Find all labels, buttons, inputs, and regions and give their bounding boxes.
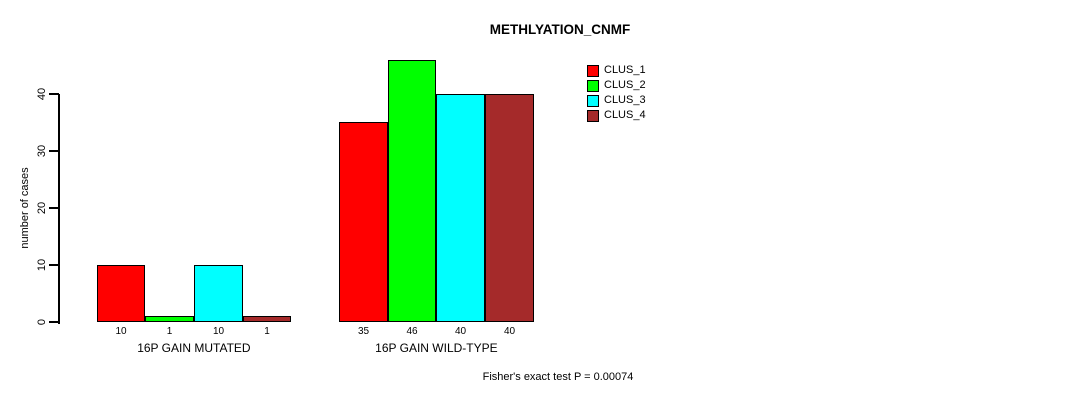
bar-value-label: 35 xyxy=(357,326,370,337)
bar-clus_4-group2 xyxy=(485,94,534,322)
bar-value-label: 40 xyxy=(454,326,467,337)
bar-clus_2-group1 xyxy=(145,316,194,322)
y-tick xyxy=(49,150,59,152)
bar-value-label: 10 xyxy=(115,326,127,337)
bar-clus_1-group2 xyxy=(339,122,388,322)
chart-title: METHLYATION_CNMF xyxy=(489,22,631,37)
y-tick-label: 30 xyxy=(36,144,48,158)
bar-clus_4-group1 xyxy=(243,316,291,322)
legend-swatch-clus_2 xyxy=(587,80,599,92)
category-label: 16P GAIN MUTATED xyxy=(137,341,251,355)
category-label: 16P GAIN WILD-TYPE xyxy=(375,341,498,355)
stat-test-note: Fisher's exact test P = 0.00074 xyxy=(482,371,634,383)
bar-value-label: 10 xyxy=(212,326,225,337)
legend-label: CLUS_2 xyxy=(604,79,646,91)
legend-swatch-clus_3 xyxy=(587,95,599,107)
legend-swatch-clus_1 xyxy=(587,65,599,77)
bar-value-label: 46 xyxy=(406,326,418,337)
legend-swatch-clus_4 xyxy=(587,110,599,122)
bar-clus_2-group2 xyxy=(388,60,436,322)
y-tick xyxy=(49,321,59,323)
y-tick-label: 0 xyxy=(36,318,48,326)
bar-clus_3-group1 xyxy=(194,265,243,322)
bar-clus_1-group1 xyxy=(97,265,145,322)
y-tick-label: 20 xyxy=(36,201,48,215)
y-tick xyxy=(49,207,59,209)
legend-label: CLUS_3 xyxy=(604,94,646,106)
legend-label: CLUS_1 xyxy=(604,64,646,76)
legend-label: CLUS_4 xyxy=(604,109,646,121)
y-tick xyxy=(49,93,59,95)
bar-value-label: 40 xyxy=(503,326,516,337)
bar-value-label: 1 xyxy=(264,326,270,337)
y-tick xyxy=(49,264,59,266)
y-tick-label: 10 xyxy=(36,258,48,272)
y-axis-line xyxy=(58,94,60,324)
bar-clus_3-group2 xyxy=(436,94,485,322)
y-axis-label: number of cases xyxy=(19,167,31,249)
y-tick-label: 40 xyxy=(36,87,48,101)
bar-value-label: 1 xyxy=(166,326,173,337)
